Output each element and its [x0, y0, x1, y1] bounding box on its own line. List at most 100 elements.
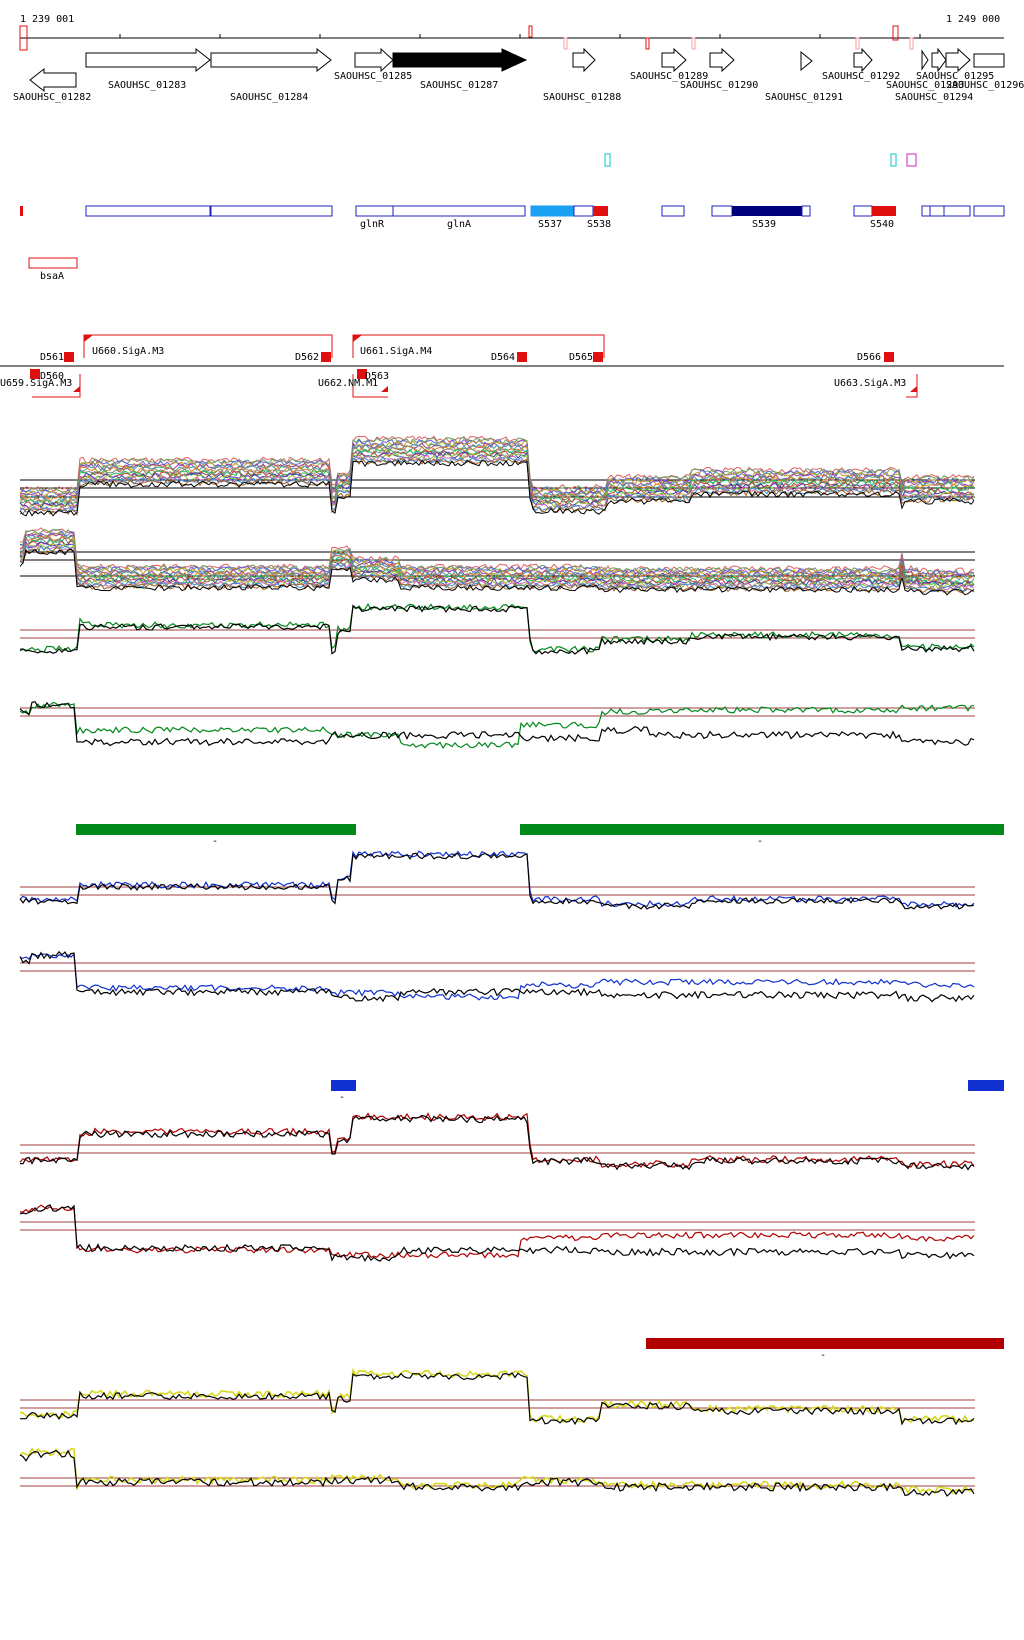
expression-line — [19, 534, 975, 582]
motif-markers — [604, 153, 917, 167]
expression-line — [19, 536, 975, 585]
expression-line — [19, 547, 975, 594]
gene-label: SAOUHSC_01295 — [916, 71, 994, 82]
gene-label: SAOUHSC_01282 — [13, 92, 91, 103]
feature-box[interactable] — [732, 206, 802, 216]
feature-box[interactable] — [661, 205, 685, 217]
gene-label: SAOUHSC_01285 — [334, 71, 412, 82]
gene-arrow[interactable] — [392, 48, 528, 72]
tu-label: U662.NM.M1 — [318, 378, 378, 389]
feature-box[interactable] — [573, 205, 594, 217]
expression-line — [19, 548, 975, 596]
coordinate-ruler: 1 239 001 1 249 000 — [19, 14, 1004, 51]
expression-line — [19, 604, 975, 655]
tu-label: D560 — [40, 371, 64, 382]
expression-line — [19, 1449, 975, 1497]
gene-arrow[interactable] — [973, 53, 1005, 68]
expression-line — [19, 539, 975, 586]
gene-arrow[interactable] — [29, 67, 77, 93]
segment-bar[interactable] — [76, 824, 356, 835]
feature-box[interactable] — [593, 206, 608, 216]
expression-line — [19, 701, 975, 747]
feature-box[interactable] — [711, 205, 733, 217]
gene-arrow[interactable] — [853, 47, 873, 73]
tu-label: U660.SigA.M3 — [92, 346, 164, 357]
tu-label: D561 — [40, 352, 64, 363]
feature-label: S537 — [538, 219, 562, 230]
gene-label: SAOUHSC_01292 — [822, 71, 900, 82]
gene-annotation-track: SAOUHSC_01282 SAOUHSC_01283 SAOUHSC_0128… — [13, 47, 1024, 103]
gene-arrow[interactable] — [210, 47, 332, 73]
feature-label: glnA — [447, 219, 471, 230]
tu-label: U661.SigA.M4 — [360, 346, 432, 357]
feature-box[interactable] — [392, 205, 526, 217]
feature-box[interactable] — [921, 205, 931, 217]
gene-arrow[interactable] — [945, 47, 971, 73]
feature-box[interactable] — [973, 205, 1005, 217]
tu-label: D564 — [491, 352, 515, 363]
expression-line — [19, 1447, 975, 1495]
feature-box[interactable] — [801, 205, 811, 217]
feature-box[interactable] — [943, 205, 971, 217]
feature-box[interactable] — [853, 205, 873, 217]
feature-box[interactable] — [28, 257, 78, 269]
expression-line — [19, 540, 975, 588]
expression-line — [19, 1114, 975, 1171]
gene-label: SAOUHSC_01296 — [946, 80, 1024, 91]
feature-track: glnR glnA S537 S538 S539 S540 bsaA — [20, 205, 1005, 282]
segment-bar[interactable] — [968, 1080, 1004, 1091]
gene-arrow[interactable] — [800, 50, 813, 72]
tu-label: D562 — [295, 352, 319, 363]
expression-line — [19, 701, 975, 750]
expression-line — [19, 850, 975, 908]
gene-arrow[interactable] — [572, 47, 596, 73]
expression-line — [19, 531, 974, 579]
tu-label: D566 — [857, 352, 881, 363]
gene-arrow[interactable] — [661, 47, 687, 73]
segment-bar[interactable] — [646, 1338, 1004, 1349]
feature-label: S538 — [587, 219, 611, 230]
gene-label: SAOUHSC_01293 — [886, 80, 964, 91]
expression-line — [19, 953, 975, 1001]
gene-label: SAOUHSC_01289 — [630, 71, 708, 82]
feature-box[interactable] — [872, 206, 896, 216]
feature-box[interactable] — [355, 205, 394, 217]
feature-box[interactable] — [929, 205, 945, 217]
segment-bar[interactable] — [520, 824, 1004, 835]
gene-arrow[interactable] — [931, 47, 947, 73]
segment-label: - — [820, 1350, 826, 1361]
gene-arrow[interactable] — [921, 49, 929, 71]
tu-label: D563 — [365, 371, 389, 382]
segment-bars: - - - - — [76, 824, 1004, 1361]
gene-label: SAOUHSC_01291 — [765, 92, 843, 103]
feature-label: S540 — [870, 219, 894, 230]
gene-label: SAOUHSC_01290 — [680, 80, 758, 91]
gene-arrow[interactable] — [354, 47, 394, 73]
tu-label: U663.SigA.M3 — [834, 378, 906, 389]
expression-line — [19, 451, 975, 509]
segment-bar[interactable] — [331, 1080, 356, 1091]
gene-label: SAOUHSC_01294 — [895, 92, 973, 103]
expression-line — [19, 543, 975, 591]
feature-label: S539 — [752, 219, 776, 230]
gene-arrow[interactable] — [709, 47, 735, 73]
end-coordinate: 1 249 000 — [946, 14, 1000, 25]
feature-box[interactable] — [210, 205, 333, 217]
expression-line — [19, 1112, 975, 1169]
feature-box[interactable] — [530, 205, 575, 217]
expression-line — [19, 852, 975, 910]
feature-box[interactable] — [85, 205, 211, 217]
gene-label: SAOUHSC_01288 — [543, 92, 621, 103]
transcription-unit-track: D561 U660.SigA.M3 D562 U661.SigA.M4 D564… — [0, 334, 1004, 398]
expression-line — [19, 527, 975, 575]
expression-line — [19, 454, 975, 512]
segment-label: - — [339, 1092, 345, 1103]
tu-label: D565 — [569, 352, 593, 363]
gene-arrow[interactable] — [85, 47, 211, 73]
expression-line — [19, 443, 975, 501]
expression-line — [19, 950, 975, 1003]
expression-line — [19, 532, 975, 580]
segment-label: - — [212, 836, 218, 847]
